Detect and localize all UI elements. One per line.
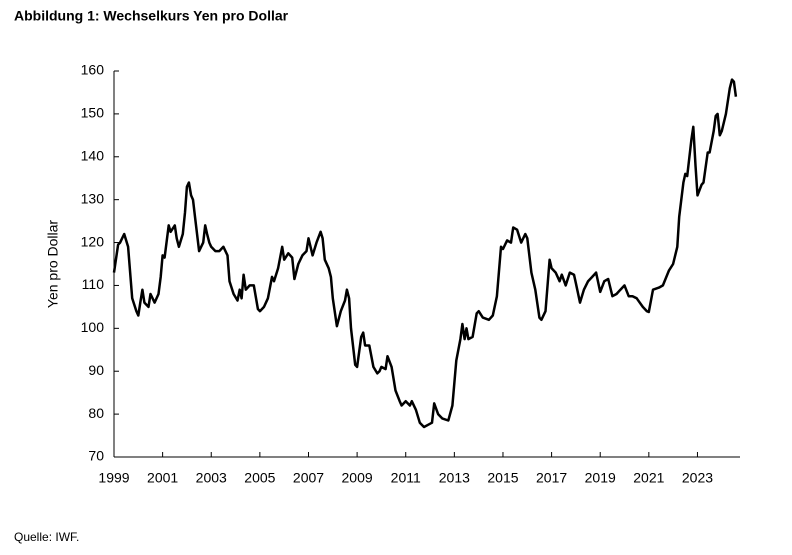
x-tick-label: 2009 (342, 470, 373, 486)
chart-title: Abbildung 1: Wechselkurs Yen pro Dollar (14, 8, 289, 24)
y-tick-label: 90 (88, 362, 104, 378)
x-tick-label: 2023 (682, 470, 713, 486)
x-tick-label: 2021 (633, 470, 664, 486)
x-tick-label: 2005 (244, 470, 275, 486)
x-tick-label: 2019 (585, 470, 616, 486)
x-tick-label: 2011 (391, 470, 421, 486)
x-tick-label: 2017 (536, 470, 567, 486)
y-tick-label: 80 (88, 405, 104, 421)
x-tick-label: 2001 (147, 470, 178, 486)
y-tick-label: 110 (82, 276, 105, 292)
y-tick-label: 100 (81, 319, 105, 335)
x-tick-label: 1999 (98, 470, 129, 486)
y-axis-label: Yen pro Dollar (45, 220, 61, 309)
y-tick-label: 140 (81, 147, 105, 163)
x-tick-label: 2013 (439, 470, 470, 486)
x-tick-label: 2003 (196, 470, 227, 486)
y-tick-label: 120 (81, 233, 105, 249)
y-tick-label: 160 (81, 62, 105, 78)
x-tick-label: 2007 (293, 470, 324, 486)
x-tick-label: 2015 (487, 470, 518, 486)
y-tick-label: 150 (81, 105, 105, 121)
y-tick-label: 130 (81, 190, 105, 206)
y-tick-label: 70 (88, 448, 104, 464)
line (112, 78, 738, 429)
source: Quelle: IWF. (14, 530, 79, 544)
